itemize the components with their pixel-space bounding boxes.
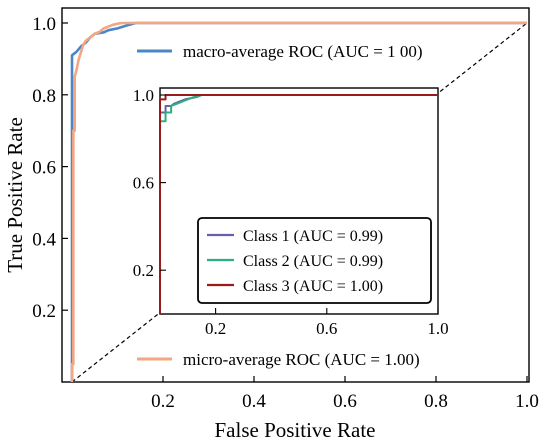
y-tick-label: 1.0 (32, 14, 56, 35)
y-tick-label: 0.6 (32, 158, 56, 179)
inset-y-tick-label: 1.0 (133, 86, 154, 105)
x-tick-label: 1.0 (515, 391, 539, 412)
inset-x-tick-label: 0.6 (316, 319, 337, 338)
inset-legend-label-0: Class 1 (AUC = 0.99) (243, 228, 383, 245)
x-axis-label: False Positive Rate (215, 418, 376, 442)
x-tick-label: 0.2 (151, 391, 175, 412)
x-tick-label: 0.6 (333, 391, 357, 412)
y-tick-label: 0.4 (32, 229, 56, 250)
inset-legend: Class 1 (AUC = 0.99) Class 2 (AUC = 0.99)… (207, 228, 383, 295)
inset-y-tick-label: 0.6 (133, 174, 154, 193)
main-series-group (70, 21, 527, 382)
legend-label-0: macro-average ROC (AUC = 1 00) (183, 42, 423, 61)
inset-x-tick-label: 1.0 (427, 319, 448, 338)
main-ticks-group: 0.2 0.4 0.6 0.8 1.0 0.2 0.4 0.6 0.8 1.0 (32, 14, 539, 412)
inset-x-tick-label: 0.2 (205, 319, 226, 338)
inset-legend-box (197, 217, 432, 304)
x-tick-label: 0.4 (242, 391, 266, 412)
main-series-line-1 (70, 21, 527, 382)
inset-series-line-2 (159, 94, 438, 314)
inset-legend-label-2: Class 3 (AUC = 1.00) (243, 278, 383, 295)
inset-series-group (159, 94, 438, 314)
main-legend: macro-average ROC (AUC = 1 00) micro-aver… (137, 42, 423, 369)
inset-y-tick-label: 0.2 (133, 261, 154, 280)
inset-legend-label-1: Class 2 (AUC = 0.99) (243, 253, 383, 270)
y-tick-label: 0.8 (32, 86, 56, 107)
inset-ticks-group: 0.2 0.6 1.0 0.2 0.6 1.0 (133, 86, 449, 338)
y-axis-label: True Positive Rate (3, 117, 27, 273)
legend-label-1: micro-average ROC (AUC = 1.00) (183, 350, 420, 369)
x-tick-label: 0.8 (424, 391, 448, 412)
y-tick-label: 0.2 (32, 301, 56, 322)
inset-series-line-1 (159, 94, 438, 314)
